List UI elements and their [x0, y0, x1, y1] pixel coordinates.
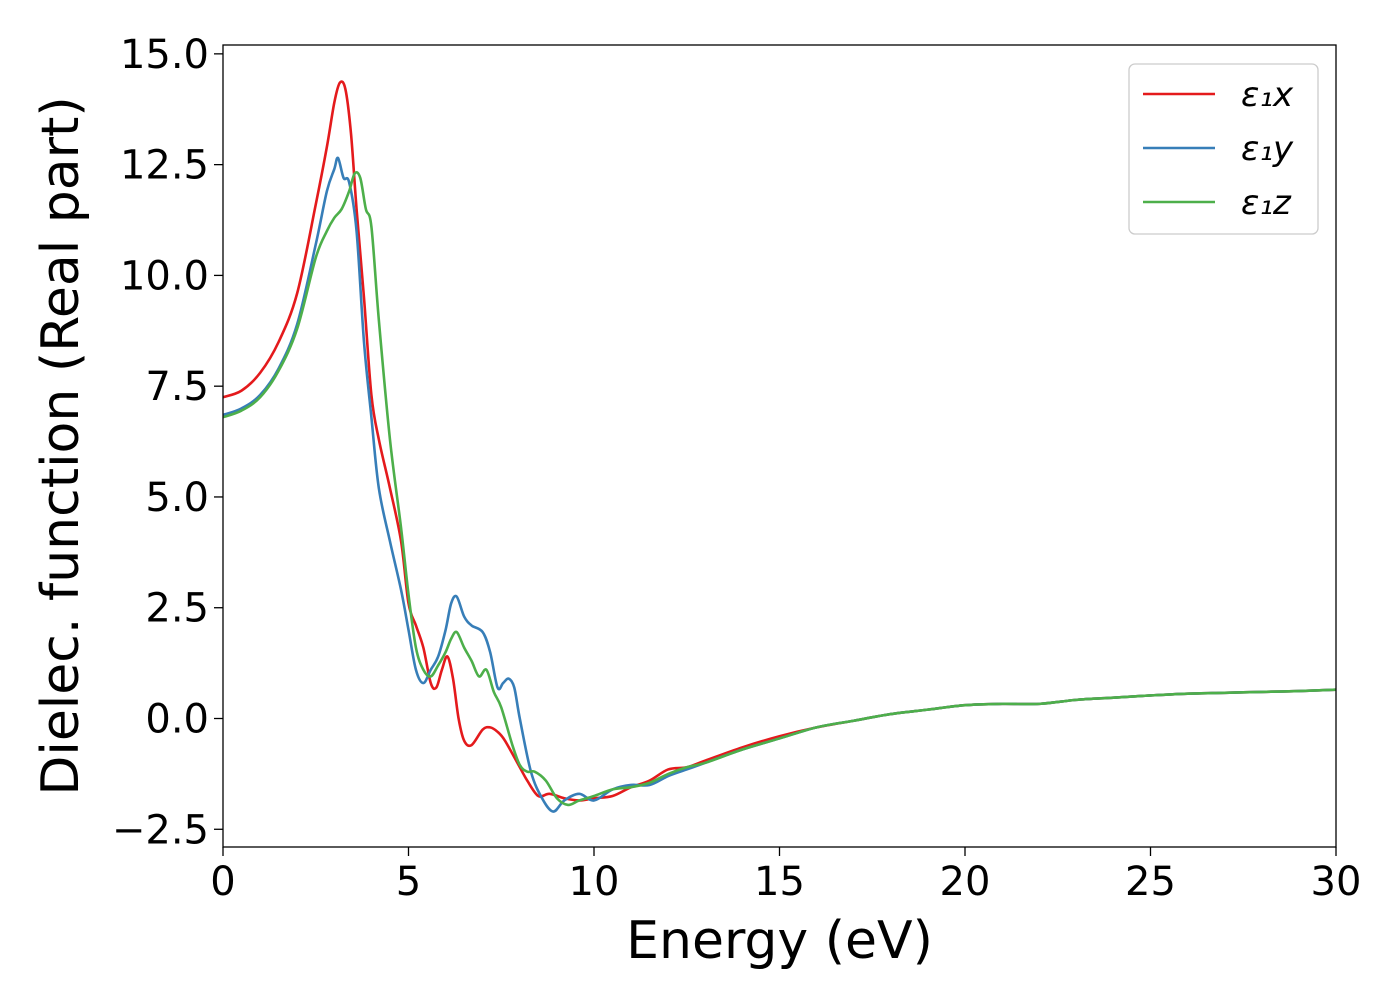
plot-area — [223, 80, 1336, 813]
y-axis-ticks: −2.5 0.0 2.5 5.0 7.5 10.0 12.5 15.0 — [112, 32, 223, 853]
x-tick-label: 25 — [1125, 859, 1176, 905]
legend-box — [1128, 63, 1319, 235]
x-axis-label: Energy (eV) — [626, 911, 933, 971]
y-tick-label: −2.5 — [112, 807, 209, 853]
y-tick-label: 7.5 — [145, 364, 209, 410]
y-tick-label: 0.0 — [145, 697, 209, 743]
x-tick-label: 30 — [1311, 859, 1362, 905]
legend-entry: ε₁y — [1241, 129, 1294, 169]
y-tick-label: 15.0 — [120, 32, 209, 78]
y-tick-label: 5.0 — [145, 475, 209, 521]
y-tick-label: 2.5 — [145, 586, 209, 632]
y-tick-label: 10.0 — [120, 253, 209, 299]
x-axis-ticks: 0 5 10 15 20 25 30 — [210, 847, 1361, 905]
series-line-2 — [223, 171, 1336, 807]
x-tick-label: 20 — [940, 859, 991, 905]
plot-frame — [222, 44, 1337, 848]
legend-entry: ε₁x — [1241, 75, 1294, 115]
x-tick-label: 15 — [754, 859, 805, 905]
x-tick-label: 5 — [396, 859, 421, 905]
y-tick-label: 12.5 — [120, 143, 209, 189]
legend: ε₁x ε₁y ε₁z — [1128, 63, 1319, 235]
x-tick-label: 0 — [210, 859, 235, 905]
x-tick-label: 10 — [569, 859, 620, 905]
y-axis-label: Dielec. function (Real part) — [31, 96, 91, 795]
legend-entry: ε₁z — [1241, 183, 1292, 223]
